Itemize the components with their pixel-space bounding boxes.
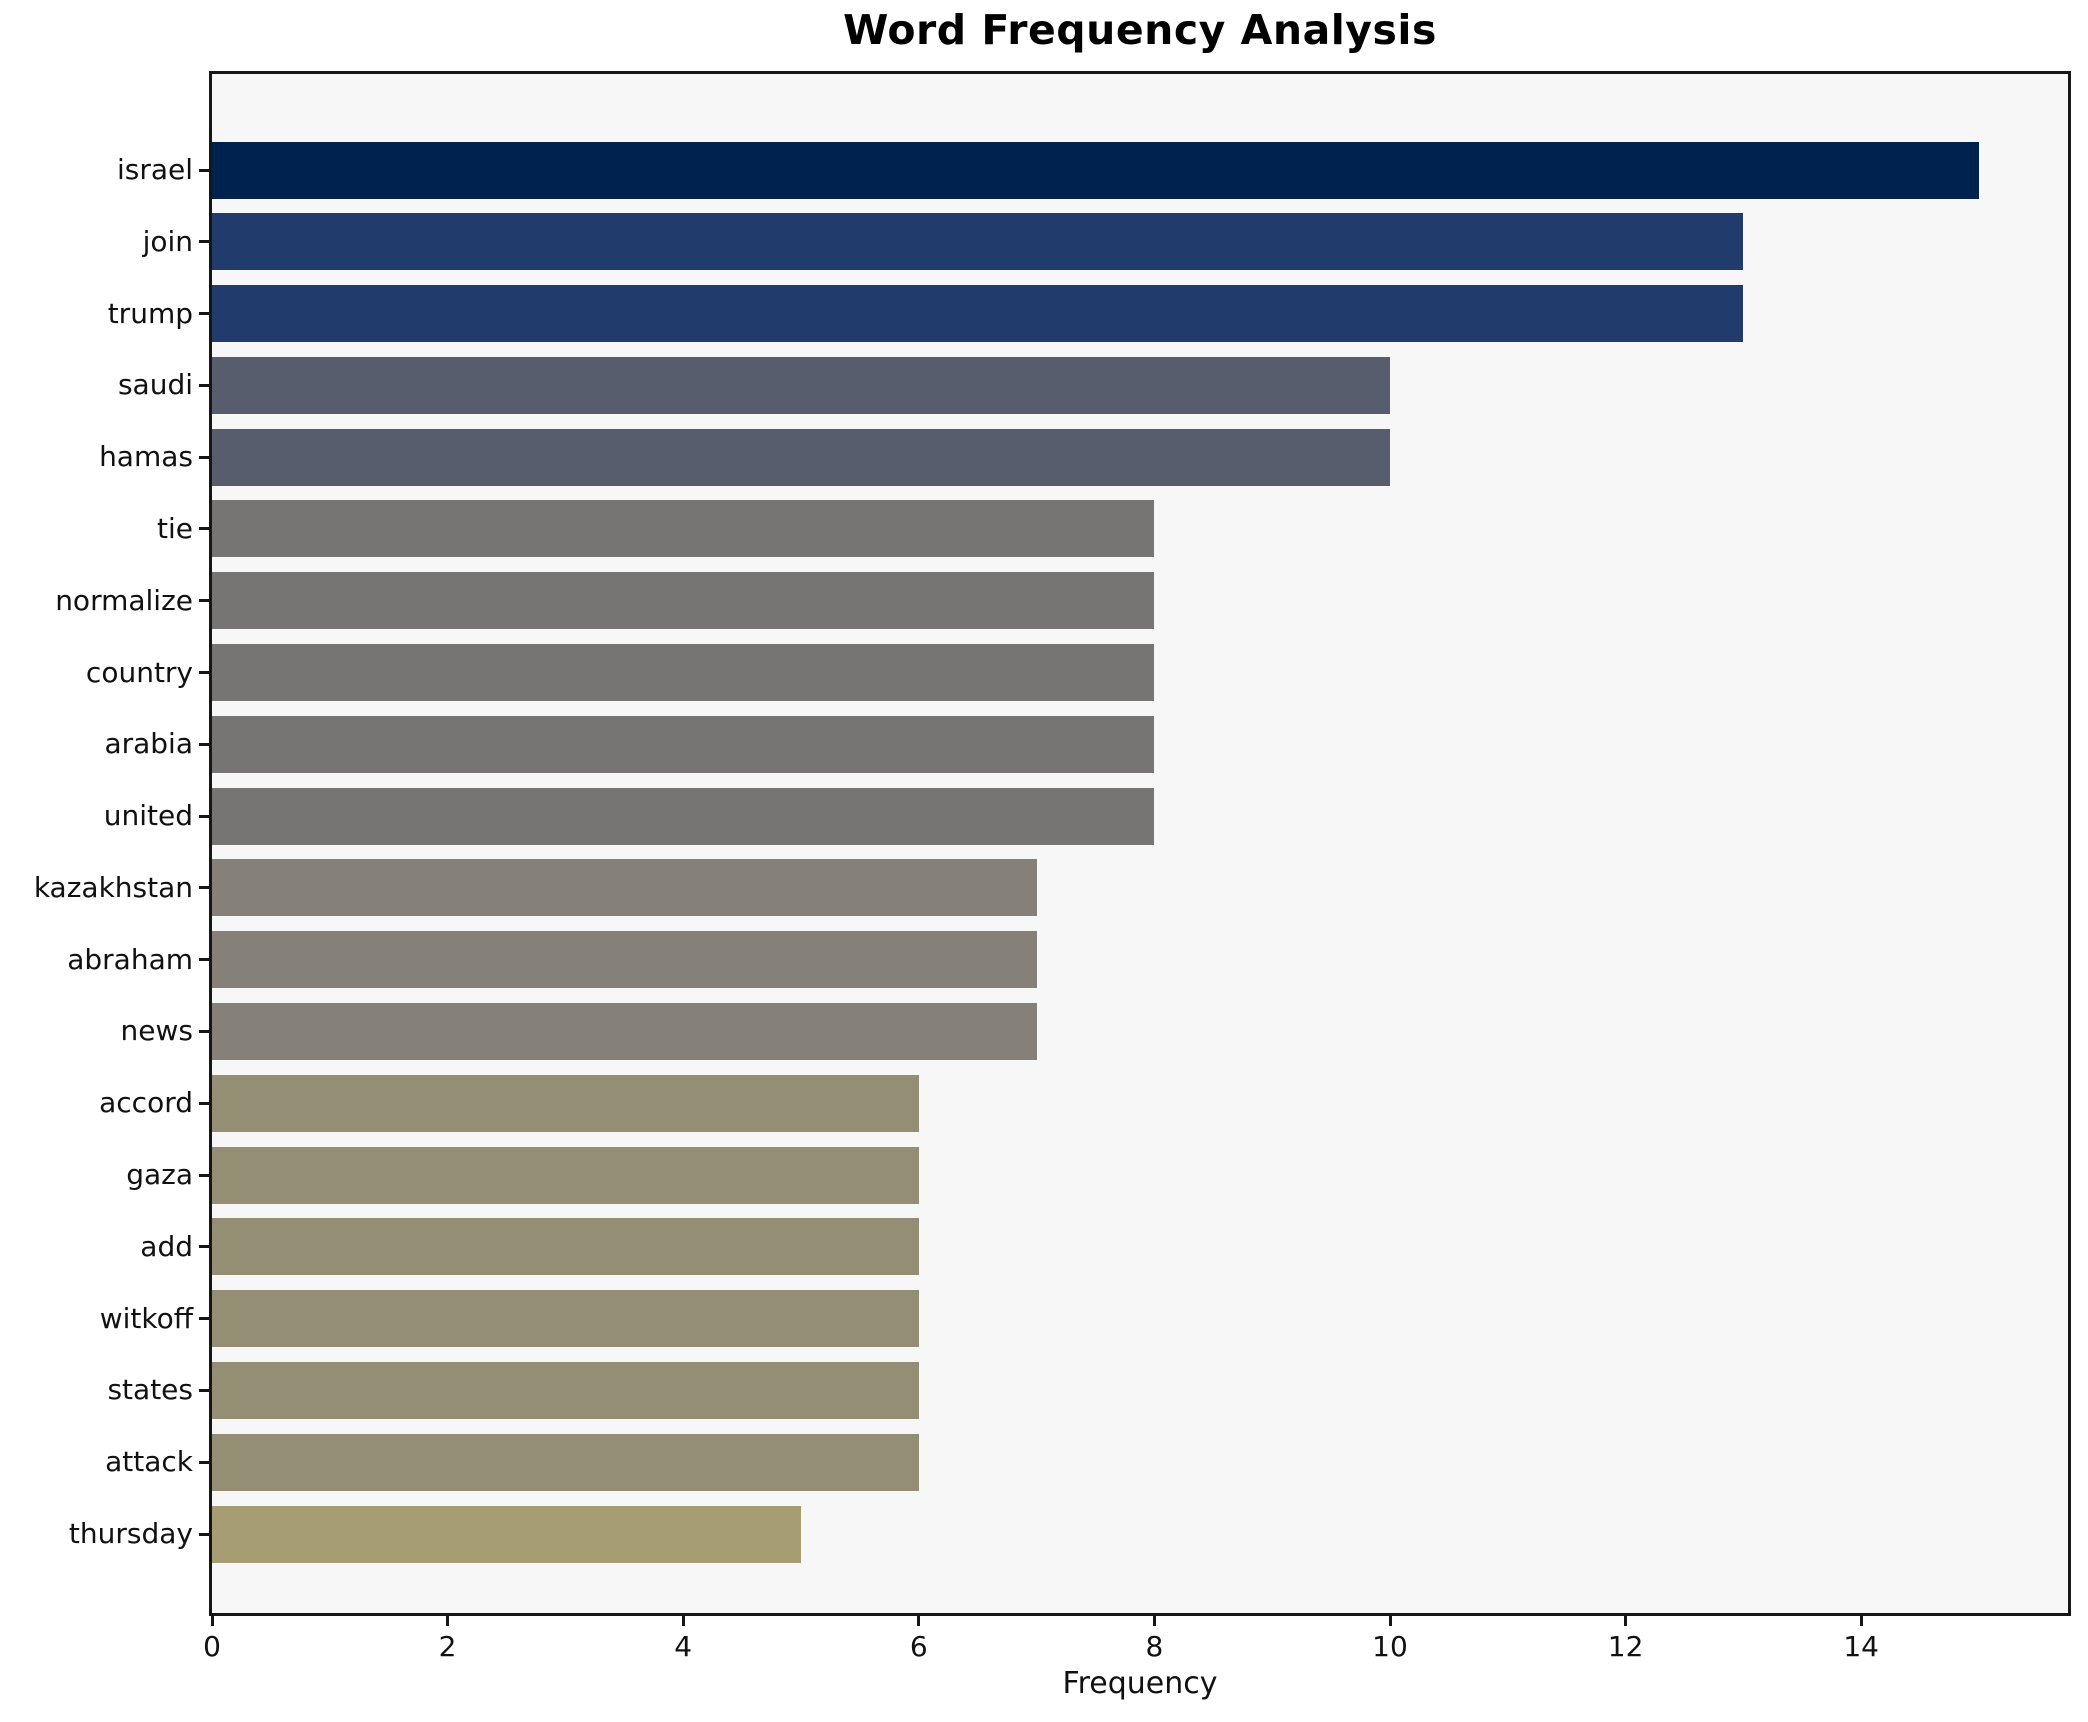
bar-israel (212, 141, 1979, 199)
x-tick-mark (210, 1616, 214, 1626)
x-tick-mark (917, 1616, 921, 1626)
y-tick-mark (199, 671, 209, 675)
bar-news (212, 1002, 1037, 1060)
x-tick-label-12: 12 (1607, 1630, 1644, 1663)
x-tick-mark (681, 1616, 685, 1626)
bar-add (212, 1218, 919, 1276)
bar-thursday (212, 1505, 801, 1563)
y-tick-label-kazakhstan: kazakhstan (33, 870, 193, 904)
y-tick-mark (199, 1460, 209, 1464)
bar-join (212, 213, 1744, 271)
bar-tie (212, 500, 1155, 558)
plot-area (209, 71, 2071, 1616)
y-tick-label-abraham: abraham (67, 942, 193, 976)
y-tick-label-gaza: gaza (126, 1157, 193, 1191)
bar-states (212, 1361, 919, 1419)
x-tick-mark (446, 1616, 450, 1626)
y-tick-label-arabia: arabia (104, 727, 193, 761)
y-tick-mark (199, 814, 209, 818)
y-tick-mark (199, 168, 209, 172)
y-tick-mark (199, 240, 209, 244)
y-tick-mark (199, 886, 209, 890)
bar-saudi (212, 356, 1390, 414)
x-tick-label-6: 6 (909, 1630, 928, 1663)
y-tick-mark (199, 742, 209, 746)
bar-hamas (212, 428, 1390, 486)
x-tick-mark (1859, 1616, 1863, 1626)
x-tick-label-0: 0 (203, 1630, 221, 1663)
y-tick-label-tie: tie (157, 511, 193, 545)
bar-accord (212, 1074, 919, 1132)
bar-gaza (212, 1146, 919, 1204)
chart-title: Word Frequency Analysis (843, 6, 1437, 54)
y-tick-mark (199, 312, 209, 316)
y-tick-label-hamas: hamas (99, 439, 193, 473)
bar-witkoff (212, 1290, 919, 1348)
bar-trump (212, 285, 1744, 343)
y-tick-mark (199, 1101, 209, 1105)
y-tick-mark (199, 1173, 209, 1177)
x-axis-title: Frequency (1062, 1666, 1218, 1701)
y-tick-mark (199, 455, 209, 459)
y-tick-mark (199, 1532, 209, 1536)
y-tick-mark (199, 1245, 209, 1249)
bar-arabia (212, 715, 1155, 773)
y-tick-label-witkoff: witkoff (99, 1301, 193, 1335)
y-tick-label-israel: israel (116, 152, 193, 186)
bar-united (212, 787, 1155, 845)
bar-attack (212, 1433, 919, 1491)
x-tick-label-14: 14 (1843, 1630, 1880, 1663)
bar-normalize (212, 572, 1155, 630)
y-tick-mark (199, 1388, 209, 1392)
bar-abraham (212, 931, 1037, 989)
bar-kazakhstan (212, 859, 1037, 917)
x-tick-mark (1152, 1616, 1156, 1626)
y-tick-mark (199, 383, 209, 387)
y-tick-label-attack: attack (105, 1445, 193, 1479)
y-tick-label-thursday: thursday (68, 1516, 193, 1550)
x-tick-label-4: 4 (674, 1630, 693, 1663)
y-tick-mark (199, 1029, 209, 1033)
y-tick-label-join: join (142, 224, 193, 258)
y-tick-mark (199, 599, 209, 603)
x-tick-label-10: 10 (1372, 1630, 1408, 1663)
y-tick-mark (199, 527, 209, 531)
x-tick-mark (1624, 1616, 1628, 1626)
x-tick-label-8: 8 (1145, 1630, 1164, 1663)
y-tick-label-news: news (120, 1014, 193, 1048)
y-tick-label-add: add (140, 1229, 193, 1263)
y-tick-mark (199, 958, 209, 962)
x-tick-mark (1388, 1616, 1392, 1626)
y-tick-label-accord: accord (99, 1086, 193, 1120)
y-tick-mark (199, 1317, 209, 1321)
y-tick-label-country: country (85, 655, 193, 689)
y-tick-label-states: states (107, 1373, 193, 1407)
y-tick-label-united: united (103, 798, 193, 832)
x-tick-label-2: 2 (438, 1630, 457, 1663)
y-tick-label-normalize: normalize (55, 583, 193, 617)
bar-country (212, 644, 1155, 702)
y-tick-label-saudi: saudi (117, 368, 193, 402)
y-tick-label-trump: trump (107, 296, 193, 330)
